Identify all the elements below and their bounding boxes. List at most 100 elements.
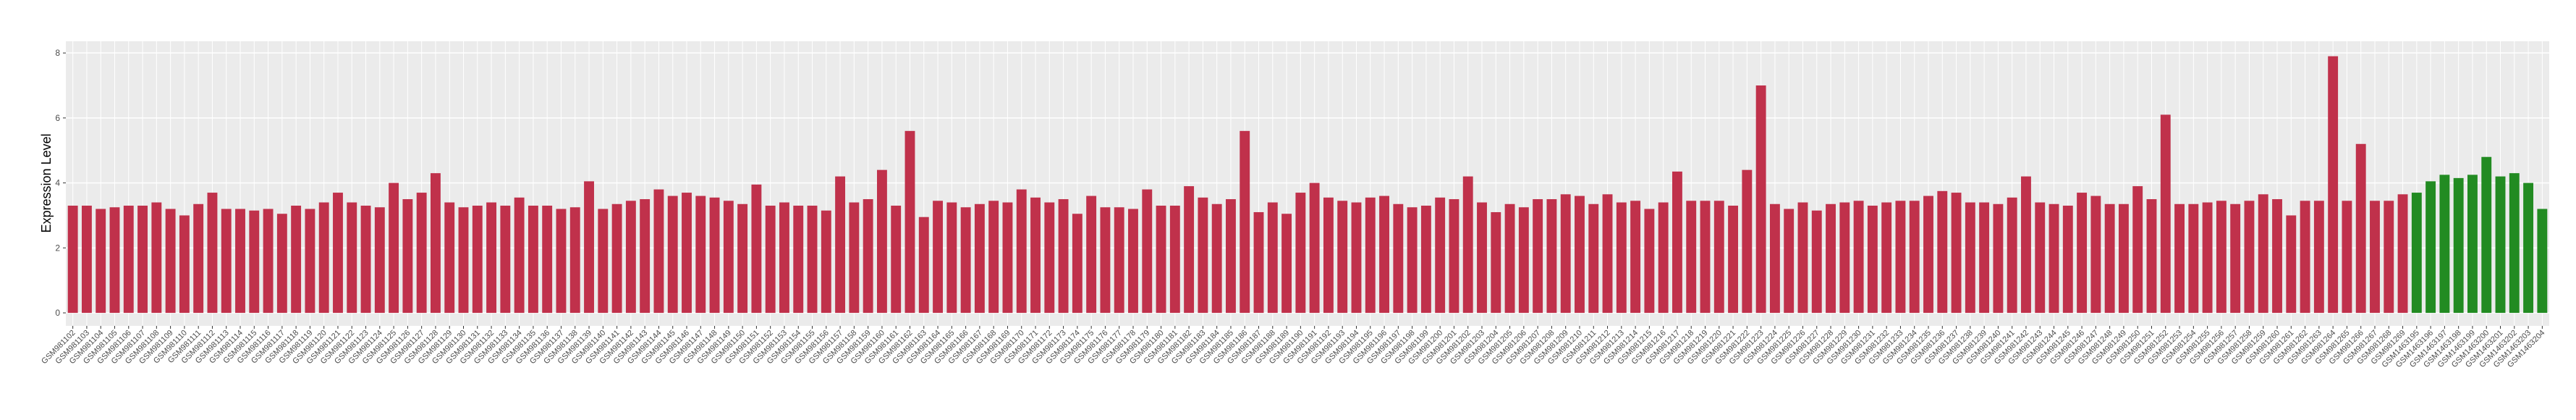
bar — [207, 193, 218, 314]
bar — [137, 206, 148, 314]
bar — [1811, 210, 1822, 314]
bar — [96, 209, 106, 314]
bar — [2160, 114, 2171, 314]
bar — [821, 210, 831, 314]
bar — [179, 215, 190, 314]
bar — [1420, 206, 1431, 314]
bar — [431, 173, 441, 314]
bar — [1169, 206, 1180, 314]
bar — [1839, 202, 1850, 314]
bar — [1658, 202, 1669, 314]
bar — [918, 217, 929, 314]
bar — [500, 206, 511, 314]
bar — [1240, 130, 1250, 314]
bar — [1128, 209, 1138, 314]
bar — [723, 201, 734, 314]
bar — [2021, 176, 2031, 314]
bar — [1211, 203, 1222, 314]
bar — [416, 193, 427, 314]
bar — [876, 169, 887, 314]
bar — [1713, 201, 1724, 314]
bar — [863, 199, 873, 314]
bar — [2048, 203, 2059, 314]
bar — [1588, 203, 1599, 314]
bar — [67, 206, 78, 314]
bar — [2146, 199, 2157, 314]
bar — [1560, 194, 1571, 314]
bar — [2425, 181, 2436, 314]
bar — [2411, 193, 2422, 314]
bar — [2007, 197, 2017, 314]
bar — [276, 214, 287, 314]
bar — [1058, 199, 1069, 314]
bar — [374, 207, 385, 314]
bar — [2342, 201, 2352, 314]
bar — [2467, 175, 2478, 314]
bar — [1281, 214, 1292, 314]
bar — [2439, 175, 2450, 314]
bar — [2495, 176, 2506, 314]
bar — [2216, 201, 2227, 314]
bar — [1142, 189, 1153, 314]
bar — [263, 209, 274, 314]
bar — [2453, 177, 2464, 314]
bar — [81, 206, 92, 314]
bar — [891, 206, 902, 314]
y-tick-label: 6 — [55, 113, 60, 123]
bar — [1449, 199, 1459, 314]
bar — [974, 203, 985, 314]
bar — [318, 202, 329, 314]
bar — [291, 206, 302, 314]
bar — [1477, 202, 1487, 314]
bar — [1826, 203, 1836, 314]
bar — [1993, 203, 2004, 314]
bar — [2174, 203, 2185, 314]
bar — [946, 202, 957, 314]
bar — [305, 209, 315, 314]
y-tick-label: 4 — [55, 178, 60, 188]
bar — [514, 197, 525, 314]
bar — [653, 189, 664, 314]
bar — [2523, 182, 2534, 314]
bar — [598, 209, 609, 314]
bar — [556, 209, 567, 314]
bar — [793, 206, 804, 314]
bar — [2062, 206, 2073, 314]
bar — [2244, 201, 2255, 314]
bar — [737, 203, 748, 314]
bar — [667, 196, 678, 314]
bar — [1797, 202, 1808, 314]
bar — [109, 207, 120, 314]
bar — [1267, 202, 1278, 314]
bar — [1226, 199, 1236, 314]
bar — [1533, 199, 1543, 314]
bar — [1518, 207, 1529, 314]
bar — [444, 202, 455, 314]
bar — [1365, 197, 1376, 314]
bar — [1016, 189, 1027, 314]
bar — [1672, 171, 1682, 314]
bar — [1937, 190, 1948, 314]
bar — [1002, 202, 1013, 314]
bar — [402, 199, 413, 314]
bar — [2300, 201, 2310, 314]
y-tick-label: 2 — [55, 243, 60, 253]
bar — [193, 203, 204, 314]
bar — [849, 202, 860, 314]
bar — [779, 202, 789, 314]
bar — [1546, 199, 1557, 314]
bar — [2537, 209, 2548, 314]
bar — [1881, 202, 1892, 314]
bar — [1895, 201, 1906, 314]
bar — [1630, 201, 1641, 314]
bar — [695, 196, 706, 314]
bar — [904, 130, 915, 314]
bar — [1616, 202, 1627, 314]
bar — [123, 206, 134, 314]
bar — [2230, 203, 2241, 314]
bar — [640, 199, 651, 314]
bar — [1728, 206, 1739, 314]
bar — [807, 206, 818, 314]
bar — [1644, 209, 1655, 314]
bar — [458, 207, 469, 314]
